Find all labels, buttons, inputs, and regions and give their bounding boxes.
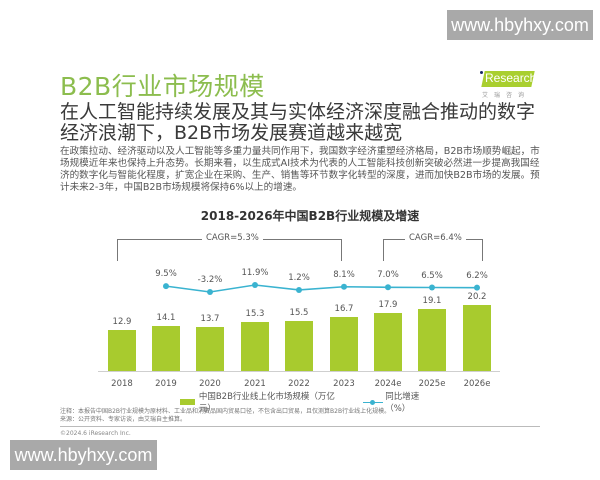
bar-value-label: 19.1 xyxy=(422,295,442,306)
body-paragraph: 在政策拉动、经济驱动以及人工智能等多重力量共同作用下，我国数字经济重塑经济格局，… xyxy=(60,146,540,193)
bar-2019 xyxy=(152,325,180,371)
growth-value-label: 8.1% xyxy=(333,269,355,280)
bar-value-label: 15.3 xyxy=(245,308,265,319)
growth-value-label: 1.2% xyxy=(288,272,310,283)
footer-divider xyxy=(60,426,540,427)
logo-subtext: 艾瑞咨询 xyxy=(482,92,531,99)
legend-line-label: 同比增速（%） xyxy=(385,392,420,414)
x-tick-label: 2019 xyxy=(155,379,177,389)
bar-2023 xyxy=(330,316,358,371)
x-tick-label: 2023 xyxy=(333,379,355,389)
bar-2020 xyxy=(196,327,224,371)
x-tick-label: 2020 xyxy=(199,379,221,389)
bar-value-label: 16.7 xyxy=(334,303,354,314)
bar-value-label: 14.1 xyxy=(156,312,176,323)
x-tick-label: 2024e xyxy=(374,379,402,389)
chart-notes: 注释：本报告中国B2B行业规模为原材料、工业品和消费品国内贸易口径，不包含出口贸… xyxy=(60,408,540,423)
x-tick-label: 2022 xyxy=(288,379,310,389)
bar-2018 xyxy=(108,330,136,371)
chart-title: 2018-2026年中国B2B行业规模及增速 xyxy=(200,209,420,223)
watermark-top: www.hbyhxy.com xyxy=(447,10,593,40)
chart-legend: 中国B2B行业线上化市场规模（万亿元） 同比增速（%） xyxy=(180,390,440,414)
x-tick-label: 2018 xyxy=(111,379,133,389)
copyright: ©2024.6 iResearch Inc. xyxy=(60,430,131,437)
logo-brand-text: Research xyxy=(485,71,537,85)
x-tick-label: 2021 xyxy=(244,379,266,389)
growth-value-label: 11.9% xyxy=(241,268,269,278)
bar-2022 xyxy=(285,321,313,371)
growth-value-label: 7.0% xyxy=(377,270,399,281)
iresearch-logo: Research 艾瑞咨询 xyxy=(479,68,537,102)
growth-value-label: 6.5% xyxy=(421,270,443,281)
bar-value-label: 13.7 xyxy=(200,314,220,325)
growth-value-label: 9.5% xyxy=(155,269,177,280)
bar-2024e xyxy=(374,312,402,371)
growth-value-label: 6.2% xyxy=(466,270,488,281)
bar-2025e xyxy=(418,308,446,371)
watermark-bottom: www.hbyhxy.com xyxy=(10,440,157,470)
growth-value-label: -3.2% xyxy=(197,275,223,285)
source-text: 来源：公开资料、专家访谈，由艾瑞自主推算。 xyxy=(60,415,187,423)
note-text: 注释：本报告中国B2B行业规模为原材料、工业品和消费品国内贸易口径，不包含出口贸… xyxy=(60,408,391,415)
bar-value-label: 17.9 xyxy=(378,299,398,310)
x-axis-line xyxy=(98,371,500,372)
logo-i-mark xyxy=(479,71,483,87)
page-title: B2B行业市场规模 xyxy=(60,72,265,101)
legend-line-swatch xyxy=(362,399,383,405)
bar-value-label: 15.5 xyxy=(289,308,309,319)
x-tick-label: 2025e xyxy=(418,379,446,389)
subtitle: 在人工智能持续发展及其与实体经济深度融合推动的数字经济浪潮下，B2B市场发展赛道… xyxy=(60,101,536,144)
cagr-label-left: CAGR=5.3% xyxy=(202,233,263,243)
legend-bar-label: 中国B2B行业线上化市场规模（万亿元） xyxy=(198,392,335,414)
bar-2026e xyxy=(463,305,491,371)
bar-value-label: 12.9 xyxy=(112,317,132,327)
legend-bar-swatch xyxy=(180,399,195,405)
cagr-label-right: CAGR=6.4% xyxy=(405,233,466,243)
bar-2021 xyxy=(241,321,269,371)
bar-value-label: 20.2 xyxy=(467,292,487,302)
x-tick-label: 2026e xyxy=(463,379,491,389)
